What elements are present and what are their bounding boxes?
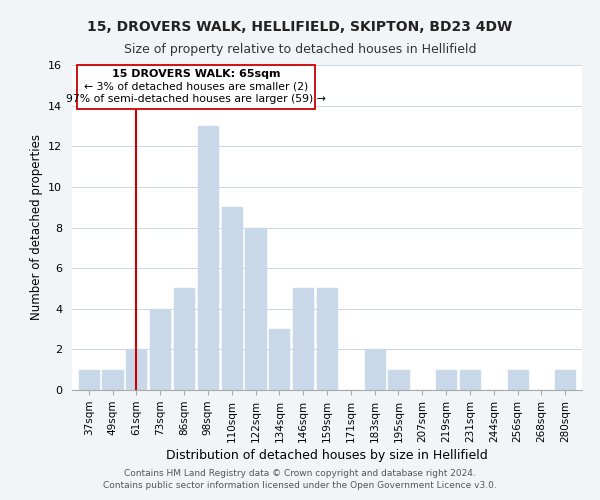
- Bar: [317, 288, 337, 390]
- Text: ← 3% of detached houses are smaller (2): ← 3% of detached houses are smaller (2): [84, 82, 308, 92]
- Bar: [79, 370, 99, 390]
- Bar: [508, 370, 528, 390]
- Bar: [388, 370, 409, 390]
- Text: 15, DROVERS WALK, HELLIFIELD, SKIPTON, BD23 4DW: 15, DROVERS WALK, HELLIFIELD, SKIPTON, B…: [88, 20, 512, 34]
- Bar: [436, 370, 456, 390]
- Text: 15 DROVERS WALK: 65sqm: 15 DROVERS WALK: 65sqm: [112, 69, 280, 79]
- Bar: [174, 288, 194, 390]
- FancyBboxPatch shape: [77, 65, 315, 108]
- Bar: [269, 329, 289, 390]
- X-axis label: Distribution of detached houses by size in Hellifield: Distribution of detached houses by size …: [166, 449, 488, 462]
- Bar: [555, 370, 575, 390]
- Bar: [126, 350, 146, 390]
- Bar: [198, 126, 218, 390]
- Bar: [293, 288, 313, 390]
- Bar: [221, 207, 242, 390]
- Text: Size of property relative to detached houses in Hellifield: Size of property relative to detached ho…: [124, 42, 476, 56]
- Text: 97% of semi-detached houses are larger (59) →: 97% of semi-detached houses are larger (…: [66, 94, 326, 104]
- Bar: [150, 308, 170, 390]
- Bar: [460, 370, 480, 390]
- Text: Contains public sector information licensed under the Open Government Licence v3: Contains public sector information licen…: [103, 481, 497, 490]
- Bar: [365, 350, 385, 390]
- Bar: [103, 370, 122, 390]
- Bar: [245, 228, 266, 390]
- Text: Contains HM Land Registry data © Crown copyright and database right 2024.: Contains HM Land Registry data © Crown c…: [124, 468, 476, 477]
- Y-axis label: Number of detached properties: Number of detached properties: [29, 134, 43, 320]
